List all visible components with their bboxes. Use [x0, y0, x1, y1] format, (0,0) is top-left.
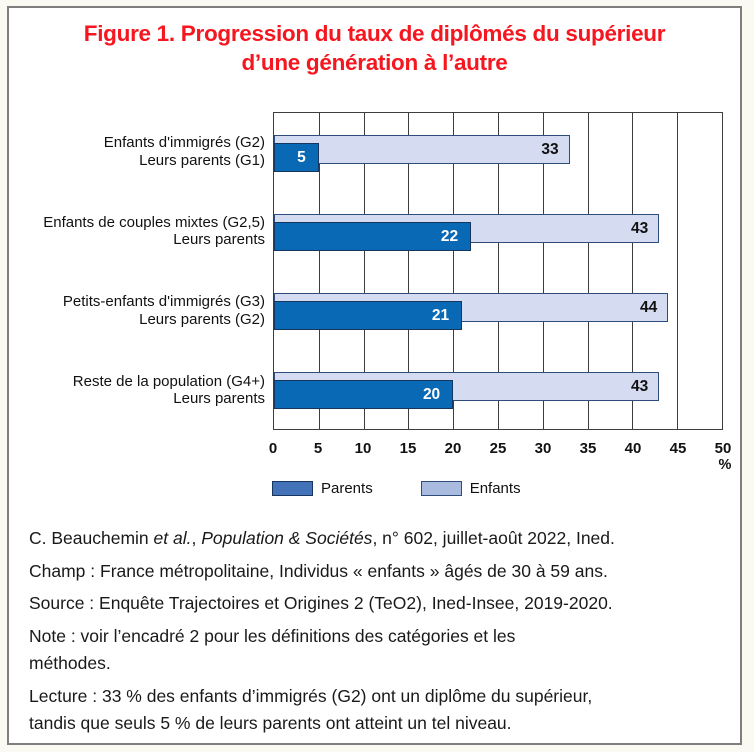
legend-swatch [272, 481, 313, 496]
bar-value-label: 20 [422, 385, 441, 403]
category-label-cell: Enfants d'immigrés (G2) Leurs parents (G… [9, 112, 265, 192]
footer-paragraph: Lecture : 33 % des enfants d’immigrés (G… [29, 683, 735, 738]
legend-swatch [420, 481, 462, 496]
x-axis-unit: % [718, 457, 732, 473]
bar-value-label: 21 [431, 306, 450, 324]
category-label-cell: Petits-enfants d'immigrés (G3) Leurs par… [9, 271, 265, 351]
bar-row: 33 5 [274, 113, 722, 192]
bar-parents: 22 [274, 222, 472, 251]
x-tick-label: 15 [399, 440, 417, 457]
figure-frame: Figure 1. Progression du taux de diplômé… [7, 6, 742, 745]
gridline [408, 113, 410, 429]
category-label: Enfants de couples mixtes (G2,5) Leurs p… [43, 213, 265, 249]
footer-notes: C. Beauchemin et al., Population & Socié… [29, 525, 735, 743]
bar-row: 44 21 [274, 271, 722, 350]
footer-text: Champ : France métropolitaine, Individus… [29, 560, 608, 581]
legend-item: Enfants [420, 480, 521, 497]
bar-value-label: 43 [631, 219, 649, 237]
footer-text: Source : Enquête Trajectoires et Origine… [29, 593, 613, 613]
footer-text: , n° 602, juillet-août 2022, Ined. [372, 528, 615, 548]
bar-parents: 21 [274, 301, 463, 330]
legend-item: Parents [272, 480, 373, 497]
bar-value-label: 22 [440, 227, 459, 245]
footer-text: , [191, 528, 202, 548]
x-tick-label: 45 [669, 440, 687, 457]
footer-text-italic: et al. [153, 528, 192, 548]
category-label-cell: Enfants de couples mixtes (G2,5) Leurs p… [9, 192, 265, 272]
category-label: Reste de la population (G4+) Leurs paren… [72, 372, 265, 408]
footer-paragraph: Source : Enquête Trajectoires et Origine… [29, 590, 735, 618]
bar-value-label: 44 [639, 298, 658, 316]
gridline [318, 113, 320, 429]
footer-paragraph: Note : voir l’encadré 2 pour les définit… [29, 623, 735, 678]
x-tick-label: 40 [624, 440, 642, 457]
footer-text: C. Beauchemin [29, 528, 154, 548]
category-label: Enfants d'immigrés (G2) Leurs parents (G… [103, 134, 265, 169]
category-labels: Enfants d'immigrés (G2) Leurs parents (G… [9, 112, 265, 430]
gridline [542, 113, 544, 429]
bar-value-label: 33 [541, 140, 559, 158]
footer-paragraph: Champ : France métropolitaine, Individus… [29, 558, 735, 586]
x-tick-label: 10 [354, 440, 372, 457]
plot-area: 33 5 43 22 44 21 43 20 [273, 112, 723, 430]
footer-paragraph: C. Beauchemin et al., Population & Socié… [29, 525, 735, 553]
x-tick-label: 30 [534, 440, 552, 457]
x-tick-label: 5 [313, 440, 323, 457]
bar-value-label: 43 [631, 377, 649, 395]
gridline [677, 113, 679, 429]
category-label-cell: Reste de la population (G4+) Leurs paren… [9, 351, 265, 431]
gridline [453, 113, 455, 429]
bar-parents: 5 [274, 143, 319, 172]
bar-value-label: 5 [297, 148, 306, 166]
footer-text: Lecture : 33 % des enfants d’immigrés (G… [29, 685, 593, 734]
x-tick-label: 35 [579, 440, 597, 457]
x-tick-label: 50 [714, 440, 732, 457]
x-tick-label: 0 [268, 440, 278, 457]
bar-row: 43 20 [274, 350, 722, 429]
gridline [363, 113, 365, 429]
legend-label: Parents [321, 480, 373, 497]
legend: Parents Enfants [272, 480, 521, 497]
x-tick-label: 20 [444, 440, 462, 457]
gridline [498, 113, 499, 429]
bar-enfants: 33 [274, 135, 570, 164]
x-axis-ticks: 0 5 10 15 20 25 30 35 40 45 50 [269, 440, 732, 458]
footer-text: Note : voir l’encadré 2 pour les définit… [29, 625, 516, 674]
footer-text-italic: Population & Sociétés [201, 528, 373, 548]
x-tick-label: 25 [489, 440, 507, 457]
bar-row: 43 22 [274, 192, 722, 271]
bar-parents: 20 [274, 380, 454, 409]
category-label: Petits-enfants d'immigrés (G3) Leurs par… [62, 293, 265, 328]
gridline [632, 113, 634, 429]
legend-label: Enfants [469, 480, 521, 497]
figure-title: Figure 1. Progression du taux de diplômé… [83, 21, 666, 75]
gridline [587, 113, 589, 429]
